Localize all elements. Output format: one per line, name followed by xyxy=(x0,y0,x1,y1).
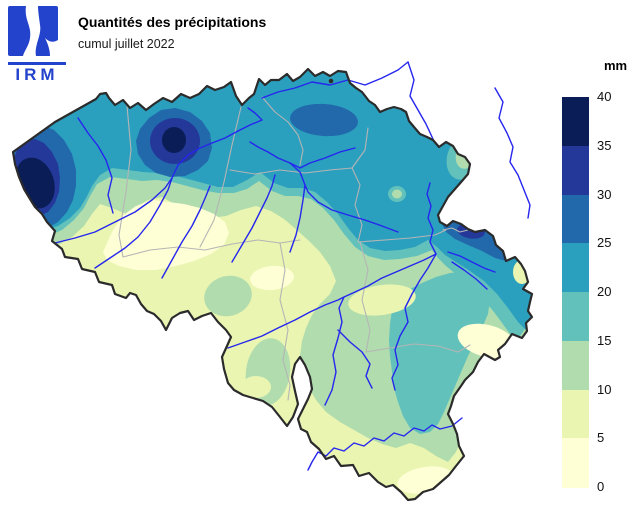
province-borders xyxy=(118,96,471,401)
river-maas-nl-north xyxy=(407,61,434,140)
river-dender xyxy=(161,185,211,279)
river-meuse xyxy=(324,182,437,406)
river-sambre xyxy=(227,296,345,349)
irm-logo-icon xyxy=(8,6,58,56)
precip-patch-0-5-kortrijk xyxy=(103,200,229,270)
precip-region-15-20-ardennes xyxy=(389,272,490,434)
river-scheldt-lower xyxy=(171,107,263,179)
rivers xyxy=(54,61,531,471)
province-border-liege-luxembourg xyxy=(365,343,471,353)
river-nete xyxy=(289,147,356,169)
river-ambleve xyxy=(451,261,488,290)
precip-island-5-10-condroz xyxy=(348,284,416,316)
province-border-antwerp-south xyxy=(229,127,369,175)
river-dijle xyxy=(249,141,306,253)
province-border-limburg-west xyxy=(351,167,363,243)
river-ourthe xyxy=(391,253,437,391)
river-vesdre xyxy=(447,251,496,273)
page-title: Quantités des précipitations xyxy=(78,14,267,30)
page-subtitle: cumul juillet 2022 xyxy=(78,37,175,51)
province-border-voeren xyxy=(442,227,469,233)
precip-spot-25-30-turnhout xyxy=(290,103,358,137)
province-border-namur-liege xyxy=(359,241,371,353)
province-border-efl-antwerp xyxy=(261,96,304,166)
baarle-enclave-dot xyxy=(328,78,334,84)
river-lesse xyxy=(337,329,373,389)
precip-island-10-15-hasselt xyxy=(392,189,402,199)
river-border-canal-north xyxy=(261,61,409,99)
river-leie xyxy=(54,177,173,244)
river-yser xyxy=(77,117,114,214)
province-border-limburg-liege xyxy=(357,229,447,243)
irm-logo-text: IRM xyxy=(8,62,66,83)
precip-core-35-40-ghent xyxy=(162,127,186,153)
river-scheldt-upper xyxy=(94,177,173,269)
province-border-hainaut-north xyxy=(122,239,301,258)
province-border-hainaut-namur xyxy=(279,242,291,401)
province-border-wfl-efl xyxy=(118,105,132,258)
precip-patch-10-15-beaumont xyxy=(204,275,252,317)
river-senne xyxy=(231,174,276,263)
irm-logo: IRM xyxy=(8,6,66,83)
river-maas-nl-east xyxy=(494,87,531,219)
precip-patch-5-10-philippeville xyxy=(241,376,271,398)
river-demer xyxy=(304,184,399,233)
